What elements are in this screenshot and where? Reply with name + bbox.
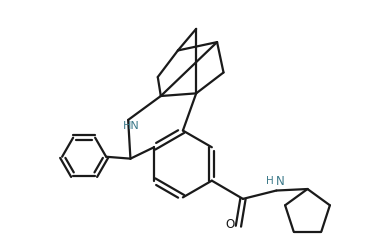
Text: H: H — [266, 176, 274, 186]
Text: HN: HN — [123, 121, 139, 131]
Text: N: N — [275, 175, 284, 187]
Text: O: O — [226, 218, 235, 231]
